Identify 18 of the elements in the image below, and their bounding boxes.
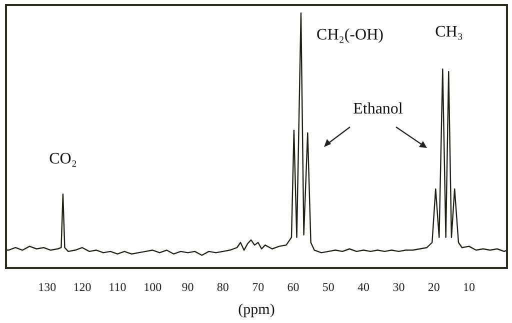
x-tick-label: 110 xyxy=(108,280,126,294)
x-tick-label: 20 xyxy=(428,280,440,294)
x-tick-label: 40 xyxy=(358,280,370,294)
x-axis-title: (ppm) xyxy=(238,302,275,318)
x-tick-label: 90 xyxy=(182,280,194,294)
x-tick-label: 70 xyxy=(252,280,264,294)
annotation: CH₂(-OH) xyxy=(316,26,384,44)
annotation: CH₃ xyxy=(435,24,463,41)
x-tick-label: 30 xyxy=(392,280,405,294)
x-tick-label: 100 xyxy=(144,280,162,294)
x-tick-label: 50 xyxy=(322,280,334,294)
x-tick-label: 60 xyxy=(287,280,300,294)
annotation: Ethanol xyxy=(353,100,404,118)
x-tick-label: 80 xyxy=(216,280,229,294)
x-tick-label: 10 xyxy=(463,280,476,294)
x-tick-label: 130 xyxy=(38,280,56,294)
annotation: CO₂ xyxy=(49,150,77,168)
x-tick-label: 120 xyxy=(73,280,92,294)
